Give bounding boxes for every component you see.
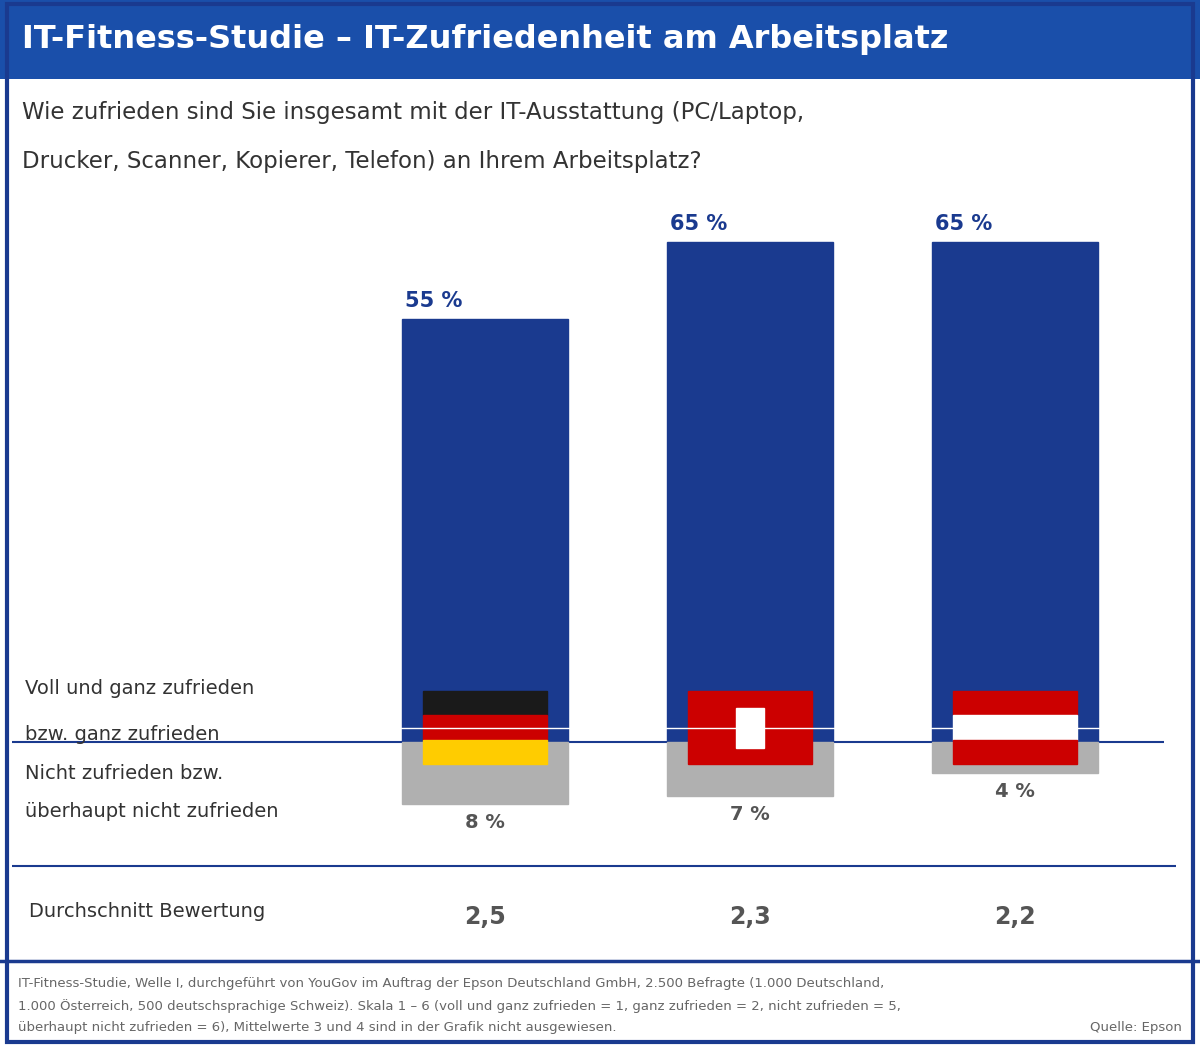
Text: Nicht zufrieden bzw.: Nicht zufrieden bzw. (25, 764, 223, 782)
Text: 4 %: 4 % (995, 782, 1034, 801)
Text: Voll und ganz zufrieden: Voll und ganz zufrieden (25, 679, 254, 698)
Bar (402, 743, 568, 804)
Text: Quelle: Epson: Quelle: Epson (1090, 1021, 1182, 1034)
Bar (667, 743, 833, 796)
Text: 55 %: 55 % (404, 292, 462, 312)
Bar (402, 319, 568, 743)
Text: 65 %: 65 % (670, 214, 727, 234)
Bar (737, 707, 763, 748)
Text: Drucker, Scanner, Kopierer, Telefon) an Ihrem Arbeitsplatz?: Drucker, Scanner, Kopierer, Telefon) an … (22, 151, 701, 174)
Bar (422, 740, 547, 765)
Text: 1.000 Österreich, 500 deutschsprachige Schweiz). Skala 1 – 6 (voll und ganz zufr: 1.000 Österreich, 500 deutschsprachige S… (18, 999, 901, 1013)
Text: 2,5: 2,5 (464, 906, 506, 929)
Text: IT-Fitness-Studie, Welle I, durchgeführt von YouGov im Auftrag der Epson Deutsch: IT-Fitness-Studie, Welle I, durchgeführt… (18, 977, 884, 990)
Text: überhaupt nicht zufrieden = 6), Mittelwerte 3 und 4 sind in der Grafik nicht aus: überhaupt nicht zufrieden = 6), Mittelwe… (18, 1021, 617, 1034)
Text: 8 %: 8 % (466, 813, 505, 832)
Bar (932, 743, 1098, 773)
Bar (953, 691, 1078, 715)
Text: Durchschnitt Bewertung: Durchschnitt Bewertung (30, 902, 265, 920)
Text: 65 %: 65 % (935, 214, 992, 234)
Bar (932, 242, 1098, 743)
Bar (953, 715, 1078, 740)
Text: bzw. ganz zufrieden: bzw. ganz zufrieden (25, 725, 220, 744)
Text: IT-Fitness-Studie – IT-Zufriedenheit am Arbeitsplatz: IT-Fitness-Studie – IT-Zufriedenheit am … (22, 24, 948, 55)
Bar (953, 740, 1078, 765)
Text: 2,2: 2,2 (994, 906, 1036, 929)
Text: 2,3: 2,3 (730, 906, 770, 929)
Bar (422, 715, 547, 740)
Bar (422, 691, 547, 715)
Bar (688, 691, 812, 765)
Bar (667, 242, 833, 743)
Text: überhaupt nicht zufrieden: überhaupt nicht zufrieden (25, 802, 278, 821)
Text: Wie zufrieden sind Sie insgesamt mit der IT-Ausstattung (PC/Laptop,: Wie zufrieden sind Sie insgesamt mit der… (22, 101, 804, 124)
Text: 7 %: 7 % (730, 805, 770, 824)
